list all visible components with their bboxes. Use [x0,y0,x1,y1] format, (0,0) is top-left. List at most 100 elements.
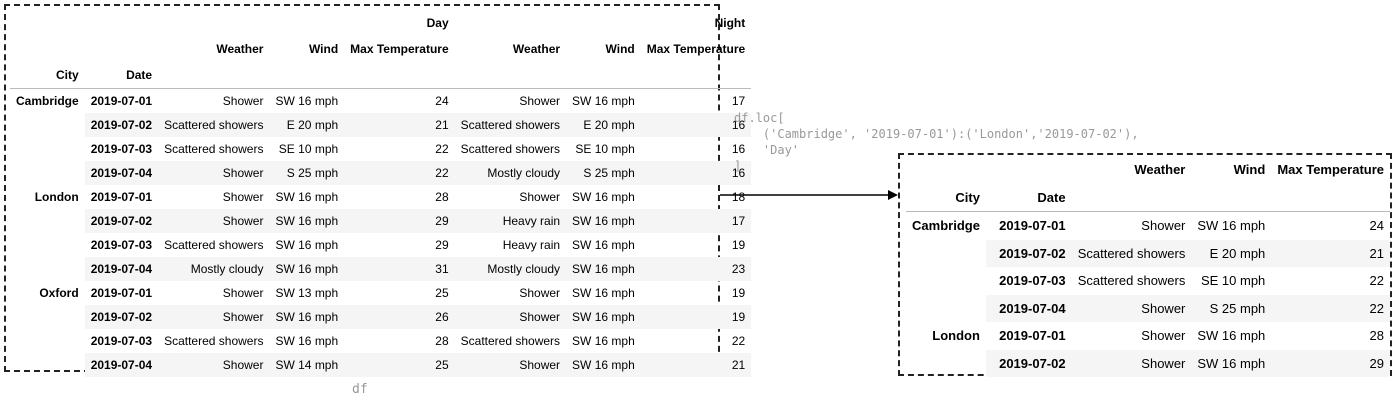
night-weather-cell: Shower [454,305,567,329]
night-weather-cell: Shower [454,353,567,377]
night-wind-cell: SE 10 mph [575,142,635,156]
night-wind-cell: S 25 mph [566,161,641,185]
weather-header: Weather [1134,161,1186,177]
max-temp-cell: 28 [1369,328,1384,344]
night-max-temp-cell: 18 [731,190,746,204]
date-cell: 2019-07-03 [999,273,1066,289]
night-wind-cell: SW 16 mph [572,238,635,252]
table-row: 2019-07-04 Mostly cloudy SW 16 mph 31 Mostly… [10,257,752,281]
night-wind-cell: SW 16 mph [572,94,635,108]
day-max-temp-cell: 31 [344,257,455,281]
day-weather-cell: Shower [222,286,264,300]
table-row: 2019-07-02 Shower SW 16 mph 29 [906,349,1390,377]
df-caption: df [352,382,368,397]
table-row: 2019-07-04 Shower SW 14 mph 25 Shower SW 16 m… [10,353,752,377]
wind-cell: SE 10 mph [1200,273,1266,289]
table-row: 2019-07-03 Scattered showers SE 10 mph 22 Sc… [10,137,751,161]
night-wind-cell: SW 16 mph [572,286,635,300]
weather-cell: Scattered showers [1071,239,1192,267]
date-cell: 2019-07-02 [84,113,159,137]
day-weather-cell: Shower [158,305,270,329]
city-cell [906,267,986,295]
night-max-temp-cell: 17 [640,209,752,233]
result-dataframe-table: Weather Wind Max Temperature City Date C… [906,155,1390,377]
date-cell: 2019-07-02 [84,209,159,233]
date-cell: 2019-07-01 [90,190,153,204]
weather-cell: Shower [1141,328,1186,344]
code-line: 'Day' [734,143,800,157]
day-max-temp-cell: 21 [344,113,455,137]
date-cell: 2019-07-01 [999,218,1066,234]
result-arrow [720,190,898,200]
night-max-temp-cell: 19 [731,286,746,300]
night-wind-cell: SW 16 mph [566,209,641,233]
night-weather-cell: Shower [519,94,561,108]
night-weather-cell: Scattered showers [460,334,561,348]
table-row: Oxford 2019-07-01 Shower SW 13 mph 25 Shower S… [10,281,751,305]
day-wind-cell: SW 16 mph [269,257,345,281]
night-max-temp-cell: 19 [640,305,752,329]
night-max-temp-cell: 19 [731,238,746,252]
day-max-temp-cell: 28 [435,334,449,348]
date-cell: 2019-07-03 [90,334,153,348]
weather-cell: Shower [1071,294,1192,322]
night-max-temp-cell: 21 [640,353,752,377]
table-row: 2019-07-02 Shower SW 16 mph 29 Heavy rain SW … [10,209,752,233]
table-row: 2019-07-02 Scattered showers E 20 mph 21 Sca… [10,113,752,137]
night-weather-cell: Scattered showers [454,113,567,137]
city-cell: Oxford [39,286,79,300]
date-index-header: Date [84,62,159,89]
city-cell: Cambridge [912,218,980,234]
table-row: London 2019-07-01 Shower SW 16 mph 28 Shower S… [10,185,751,209]
day-max-temp-cell: 29 [435,238,449,252]
date-cell: 2019-07-02 [985,349,1072,377]
night-wind-cell: SW 16 mph [566,305,641,329]
city-index-header: City [906,183,986,212]
table-row: London 2019-07-01 Shower SW 16 mph 28 [906,322,1390,350]
day-wind-cell: S 25 mph [269,161,345,185]
city-cell [10,257,85,281]
column-level-0-header: Day Night [10,10,751,36]
city-cell: Cambridge [16,94,79,108]
day-weather-cell: Scattered showers [158,113,270,137]
wind-cell: SW 16 mph [1197,328,1266,344]
date-cell: 2019-07-01 [999,328,1066,344]
wind-cell: E 20 mph [1191,239,1272,267]
day-max-temp-cell: 25 [435,286,449,300]
date-cell: 2019-07-03 [90,238,153,252]
day-weather-cell: Scattered showers [164,142,264,156]
night-wind-cell: SW 16 mph [566,257,641,281]
day-weather-cell: Mostly cloudy [158,257,270,281]
day-wind-cell: SW 14 mph [269,353,345,377]
table-row: 2019-07-03 Scattered showers SE 10 mph 22 [906,267,1390,295]
city-index-header: City [10,62,85,89]
night-weather-cell: Heavy rain [502,238,561,252]
date-cell: 2019-07-04 [84,257,159,281]
wind-header: Wind [1233,161,1266,177]
night-wind-cell: SW 16 mph [572,190,635,204]
index-names-header: City Date [10,62,752,89]
day-weather-cell: Scattered showers [164,334,264,348]
day-max-temp-cell: 24 [435,94,449,108]
source-dataframe-table: Day Night Weather Wind Max Temperature W… [10,10,752,377]
day-wind-cell: SW 16 mph [275,334,339,348]
day-wind-cell: SW 16 mph [275,190,339,204]
city-cell [10,137,85,161]
city-cell [10,209,85,233]
max-temp-cell: 22 [1271,294,1390,322]
day-weather-cell: Shower [222,94,264,108]
night-max-temp-cell: 23 [640,257,752,281]
result-dataframe-frame: Weather Wind Max Temperature City Date C… [898,153,1392,377]
column-level-1-header: Weather Wind Max Temperature Weather Win… [10,36,751,62]
date-cell: 2019-07-02 [84,305,159,329]
day-wind-cell: E 20 mph [269,113,345,137]
day-max-temp-cell: 28 [435,190,449,204]
date-cell: 2019-07-04 [985,294,1072,322]
day-wind-cell: SW 16 mph [269,209,345,233]
day-wind-cell: SW 16 mph [269,305,345,329]
table-row: 2019-07-04 Shower S 25 mph 22 Mostly cloudy S… [10,161,752,185]
date-cell: 2019-07-04 [84,161,159,185]
city-cell [906,295,986,323]
night-weather-cell: Shower [519,190,561,204]
arrow-head [888,190,898,200]
